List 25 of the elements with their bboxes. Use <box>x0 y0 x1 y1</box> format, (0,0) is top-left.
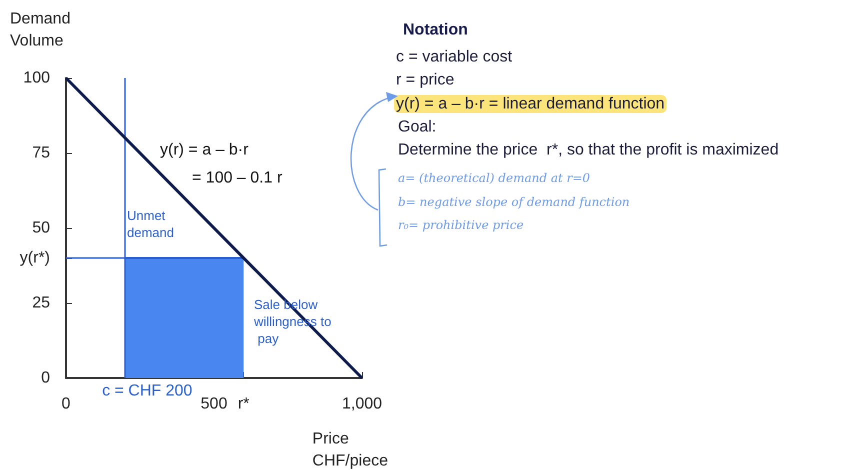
text: Determine the price r*, so that the profit is maximized <box>398 142 779 158</box>
text: b= negative slope of demand function <box>398 195 630 209</box>
y-tick-label: y(r*) <box>20 250 50 266</box>
text: r₀= prohibitive price <box>398 218 524 232</box>
x-tick-label: 1,000 <box>342 396 382 412</box>
y-tick-label: 25 <box>32 294 50 312</box>
y-tick-label: 0 <box>41 370 50 386</box>
text: Goal: <box>398 118 436 136</box>
y-tick-label: 100 <box>23 70 50 86</box>
ref-line-label: c = CHF 200 <box>102 382 192 400</box>
x-tick-label: r* <box>238 396 250 412</box>
text: a= (theoretical) demand at r=0 <box>398 171 590 185</box>
text: c = variable cost <box>396 48 513 66</box>
x-tick-label: 500 <box>200 396 228 412</box>
annotation: Unmet demand <box>127 208 174 240</box>
text: y(r) = a – b·r = linear demand function <box>396 96 665 112</box>
y-tick-label: 50 <box>32 220 50 236</box>
y-axis-title: Demand Volume <box>10 10 75 50</box>
x-tick-label: 0 <box>62 396 71 412</box>
annotation: y(r) = a – b·r <box>160 142 250 158</box>
y-tick-label: 75 <box>32 144 50 162</box>
text: r = price <box>396 72 454 88</box>
text: Notation <box>403 22 468 38</box>
x-axis-title: Price CHF/piece <box>312 430 388 470</box>
annotation: = 100 – 0.1 r <box>192 170 283 186</box>
